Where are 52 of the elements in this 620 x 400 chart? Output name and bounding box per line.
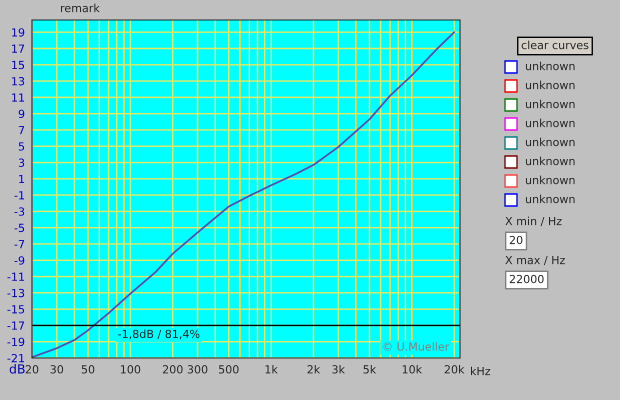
annotation: © U.Mueller: [383, 342, 450, 351]
text: unknown: [526, 156, 575, 166]
x-tick-label: 50: [82, 365, 94, 374]
y-axis-title: dB: [10, 364, 25, 374]
x-tick-label: 3k: [332, 364, 345, 374]
x-tick-label: 5k: [364, 364, 376, 374]
text: 22000: [510, 274, 544, 284]
y-tick-label: -17: [7, 322, 24, 330]
y-tick-label: 9: [18, 110, 24, 118]
text: remark: [61, 4, 100, 12]
ref-line-label: -1,8dB / 81,4%: [118, 329, 200, 340]
y-tick-label: 1: [19, 174, 24, 184]
y-tick-label: -5: [14, 224, 24, 232]
y-tick-label: -1: [14, 191, 24, 200]
text: unknown: [526, 118, 575, 128]
text: clear curves: [522, 40, 588, 50]
y-tick-label: -13: [7, 288, 24, 298]
x-tick-label: 500: [218, 365, 239, 374]
text: unknown: [526, 80, 575, 90]
text: unknown: [526, 138, 575, 146]
y-tick-label: 17: [12, 44, 24, 53]
text: X max / Hz: [505, 256, 565, 266]
y-tick-label: -11: [7, 272, 24, 281]
y-tick-label: 19: [12, 28, 24, 37]
x-tick-label: 100: [120, 365, 140, 374]
x-tick-label: 20k: [444, 364, 464, 374]
x-tick-label: 1k: [266, 364, 278, 374]
y-tick-label: 3: [18, 158, 24, 167]
text: unknown: [526, 194, 575, 204]
y-tick-label: 5: [18, 142, 24, 151]
text: X min / Hz: [505, 216, 562, 226]
y-tick-label: -21: [7, 354, 24, 362]
y-tick-label: 15: [12, 60, 24, 70]
x-tick-label: 2k: [308, 364, 320, 374]
text: 20: [510, 236, 522, 244]
text: unknown: [526, 100, 575, 108]
y-tick-label: -7: [14, 240, 24, 248]
text: unknown: [526, 176, 575, 184]
text: unknown: [526, 62, 575, 70]
y-tick-label: -3: [14, 207, 24, 216]
x-tick-label: 300: [188, 365, 208, 374]
y-tick-label: 13: [12, 77, 24, 86]
y-tick-label: -19: [7, 338, 24, 346]
x-tick-label: 30: [50, 365, 64, 374]
x-tick-label: 200: [162, 365, 183, 374]
x-tick-label: 20: [26, 365, 38, 374]
y-tick-label: 7: [18, 126, 24, 134]
y-tick-label: 11: [12, 93, 24, 102]
x-tick-label: 10k: [402, 364, 422, 374]
y-tick-label: -15: [7, 305, 24, 314]
y-tick-label: -9: [14, 256, 24, 265]
x-axis-title: kHz: [471, 366, 490, 376]
